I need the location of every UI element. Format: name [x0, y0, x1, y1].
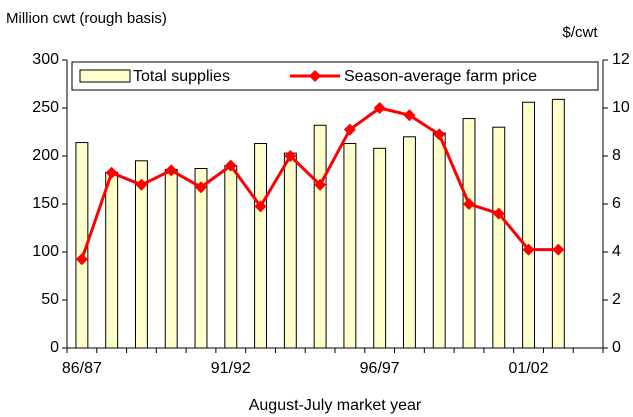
bar [373, 147, 387, 349]
price-marker [284, 150, 297, 162]
bar [343, 143, 357, 349]
y-tick-label: 200 [32, 147, 59, 164]
x-tick-label: 01/02 [509, 360, 549, 377]
bar [432, 132, 446, 349]
legend-swatch [79, 69, 131, 83]
y2-tick-label: 12 [612, 51, 630, 68]
legend-marker [309, 70, 321, 82]
bar [194, 167, 208, 349]
y2-tick-label: 10 [612, 99, 630, 116]
y2-tick-label: 8 [612, 147, 621, 164]
x-tick-label: 86/87 [62, 360, 102, 377]
x-tick-label: 91/92 [211, 360, 251, 377]
y2-tick-label: 2 [612, 291, 621, 308]
y2-tick-label: 0 [612, 339, 621, 356]
price-marker [75, 253, 88, 266]
y2-axis-title: $/cwt [562, 24, 598, 41]
y-tick-label: 100 [32, 243, 59, 260]
bar [402, 136, 416, 349]
y-tick-label: 250 [32, 99, 59, 116]
bar [551, 98, 565, 349]
price-marker [135, 178, 148, 191]
bar [105, 171, 119, 349]
price-marker [105, 166, 118, 179]
price-marker [552, 243, 565, 256]
y-tick-label: 300 [32, 51, 59, 68]
bar [164, 168, 178, 349]
bar [522, 101, 536, 349]
price-marker [373, 102, 386, 114]
bar [224, 165, 238, 349]
price-marker [492, 207, 505, 220]
bar [283, 152, 297, 349]
x-axis-title: August-July market year [249, 397, 422, 414]
y-tick-label: 150 [32, 195, 59, 212]
bar [254, 143, 268, 349]
y-axis-title: Million cwt (rough basis) [6, 10, 167, 27]
price-marker [522, 243, 535, 256]
price-marker [314, 178, 327, 191]
bar [492, 126, 506, 349]
bar [462, 118, 476, 349]
price-marker [403, 109, 416, 122]
y2-tick-label: 4 [612, 243, 621, 260]
legend-label: Total supplies [133, 68, 230, 85]
legend-label: Season-average farm price [344, 68, 537, 85]
y2-tick-label: 6 [612, 195, 621, 212]
price-marker [343, 123, 356, 136]
y-tick-label: 50 [41, 291, 59, 308]
price-marker [433, 128, 446, 141]
price-marker [165, 164, 178, 177]
x-tick-label: 96/97 [360, 360, 400, 377]
price-marker [195, 181, 207, 194]
price-marker [463, 198, 475, 210]
bar [313, 124, 327, 349]
price-marker [224, 159, 237, 172]
y-tick-label: 0 [50, 339, 59, 356]
price-marker [254, 200, 267, 213]
